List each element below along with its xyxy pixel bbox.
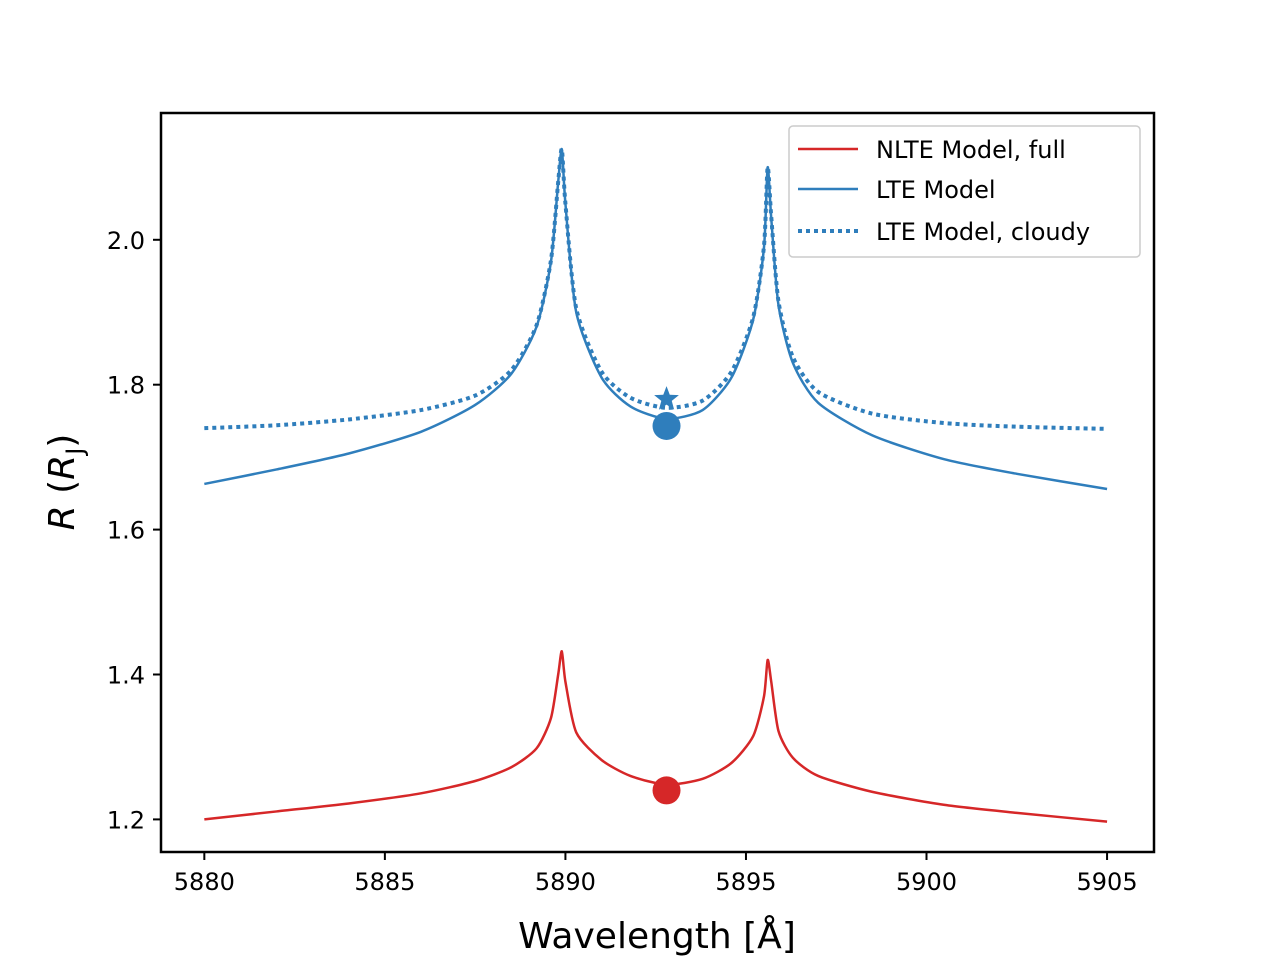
series-line-1 xyxy=(204,147,1108,491)
y-tick-label: 1.4 xyxy=(107,661,145,689)
x-tick-label: 5880 xyxy=(174,868,235,896)
marker-circle-1 xyxy=(652,411,681,440)
x-axis-label: Wavelength [Å] xyxy=(518,914,796,957)
x-axis-ticks: 5880 5885 5890 5895 5900 5905 xyxy=(174,852,1138,896)
plot-lines xyxy=(204,147,1108,823)
legend-label-nlte: NLTE Model, full xyxy=(876,136,1066,164)
y-axis-label: R (RJ) xyxy=(42,434,89,531)
legend-label-lte-cloudy: LTE Model, cloudy xyxy=(876,218,1090,246)
x-tick-label: 5895 xyxy=(715,868,776,896)
y-tick-label: 1.6 xyxy=(107,517,145,545)
legend-label-lte: LTE Model xyxy=(876,176,996,204)
legend-box xyxy=(788,125,1141,258)
plot-frame xyxy=(159,111,1156,854)
plot-markers xyxy=(652,386,681,805)
series-line-2 xyxy=(204,147,1108,431)
x-tick-label: 5900 xyxy=(896,868,957,896)
marker-star-2 xyxy=(654,386,679,410)
x-tick-label: 5890 xyxy=(535,868,596,896)
y-axis-ticks: 1.2 1.4 1.6 1.8 2.0 xyxy=(107,227,161,834)
marker-circle-0 xyxy=(652,776,681,805)
x-tick-label: 5905 xyxy=(1077,868,1138,896)
series-line-0 xyxy=(204,650,1108,823)
legend: NLTE Model, full LTE Model LTE Model, cl… xyxy=(788,125,1141,258)
y-tick-label: 1.8 xyxy=(107,372,145,400)
y-tick-label: 1.2 xyxy=(107,806,145,834)
y-tick-label: 2.0 xyxy=(107,227,145,255)
x-tick-label: 5885 xyxy=(354,868,415,896)
